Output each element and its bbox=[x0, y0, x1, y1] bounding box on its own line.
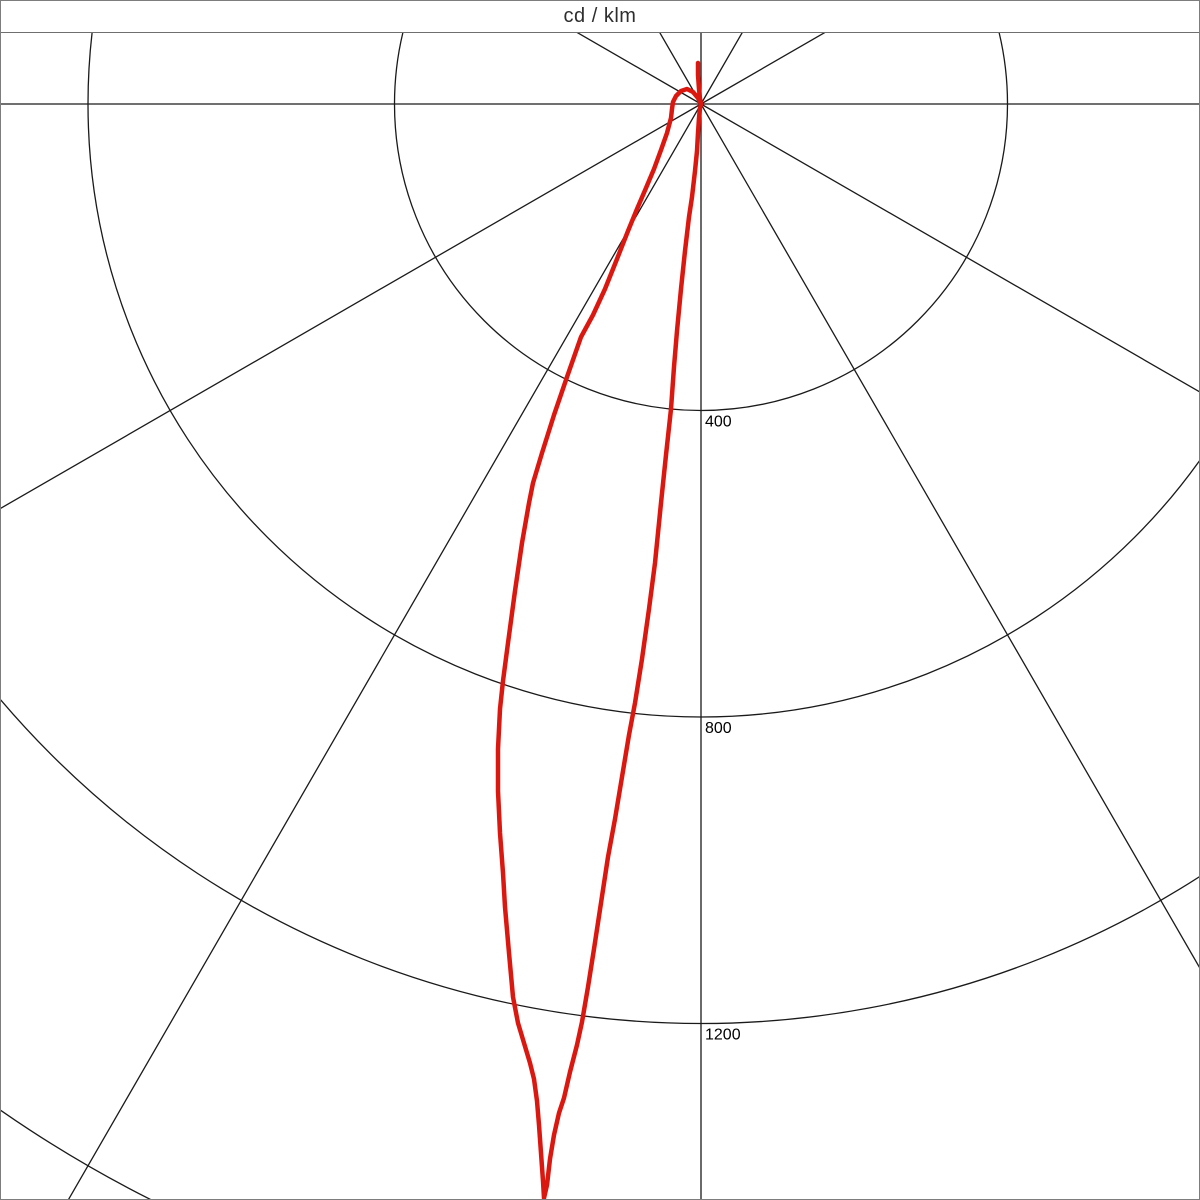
ring-label: 1200 bbox=[705, 1027, 741, 1044]
angle-grid-line bbox=[1, 103, 702, 509]
angle-grid-line bbox=[700, 103, 1199, 968]
intensity-curve bbox=[495, 60, 704, 1199]
title-band: cd / klm bbox=[1, 1, 1199, 33]
intensity-ring bbox=[1, 699, 1199, 1024]
angle-grid-line bbox=[68, 103, 702, 1199]
chart-title: cd / klm bbox=[563, 5, 637, 27]
angle-grid-line bbox=[700, 103, 1199, 393]
intensity-ring bbox=[393, 33, 1009, 412]
intensity-ring bbox=[87, 33, 1199, 718]
ring-label: 800 bbox=[705, 720, 732, 737]
ring-label: 400 bbox=[705, 414, 732, 431]
